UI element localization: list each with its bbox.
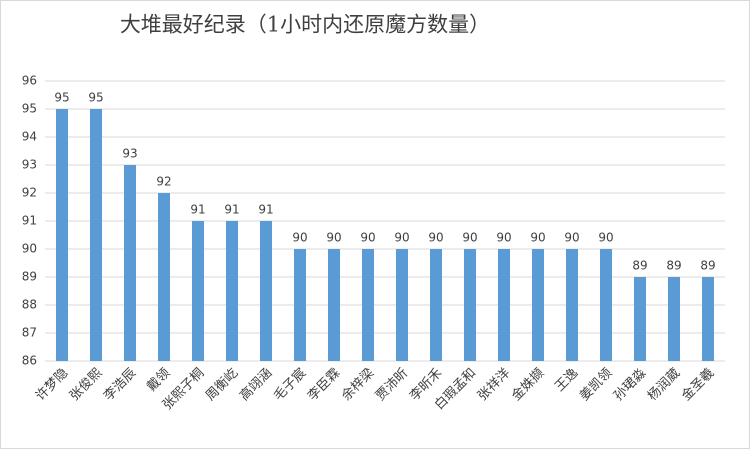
data-label: 90 <box>326 231 341 245</box>
data-label: 91 <box>258 203 273 217</box>
bar <box>498 249 510 361</box>
bar <box>90 109 102 361</box>
bar <box>566 249 578 361</box>
bar <box>56 109 68 361</box>
bar <box>124 165 136 361</box>
bar <box>464 249 476 361</box>
bar <box>600 249 612 361</box>
bar <box>192 221 204 361</box>
data-label: 95 <box>88 91 103 105</box>
y-tick-label: 92 <box>22 186 37 200</box>
y-tick-label: 87 <box>22 326 37 340</box>
data-label: 90 <box>394 231 409 245</box>
bar <box>702 277 714 361</box>
bar <box>362 249 374 361</box>
bar <box>260 221 272 361</box>
data-label: 93 <box>122 147 137 161</box>
data-label: 89 <box>632 259 647 273</box>
bar <box>328 249 340 361</box>
bar <box>294 249 306 361</box>
bar <box>634 277 646 361</box>
data-label: 90 <box>292 231 307 245</box>
y-tick-label: 89 <box>22 270 37 284</box>
data-label: 90 <box>530 231 545 245</box>
bar <box>226 221 238 361</box>
bar <box>668 277 680 361</box>
data-label: 89 <box>666 259 681 273</box>
y-tick-label: 93 <box>22 158 37 172</box>
y-tick-label: 94 <box>22 130 37 144</box>
data-label: 91 <box>190 203 205 217</box>
data-label: 90 <box>428 231 443 245</box>
data-label: 90 <box>598 231 613 245</box>
y-tick-label: 96 <box>22 74 37 88</box>
bar <box>430 249 442 361</box>
data-label: 90 <box>462 231 477 245</box>
y-tick-label: 95 <box>22 102 37 116</box>
data-label: 89 <box>700 259 715 273</box>
bar <box>396 249 408 361</box>
data-label: 92 <box>156 175 171 189</box>
chart-title: 大堆最好纪录（1小时内还原魔方数量） <box>120 13 490 37</box>
data-label: 90 <box>564 231 579 245</box>
data-label: 90 <box>496 231 511 245</box>
bar <box>158 193 170 361</box>
y-tick-label: 90 <box>22 242 37 256</box>
data-label: 95 <box>54 91 69 105</box>
y-tick-label: 91 <box>22 214 37 228</box>
data-label: 90 <box>360 231 375 245</box>
data-label: 91 <box>224 203 239 217</box>
y-tick-label: 86 <box>22 354 37 368</box>
bar <box>532 249 544 361</box>
y-tick-label: 88 <box>22 298 37 312</box>
